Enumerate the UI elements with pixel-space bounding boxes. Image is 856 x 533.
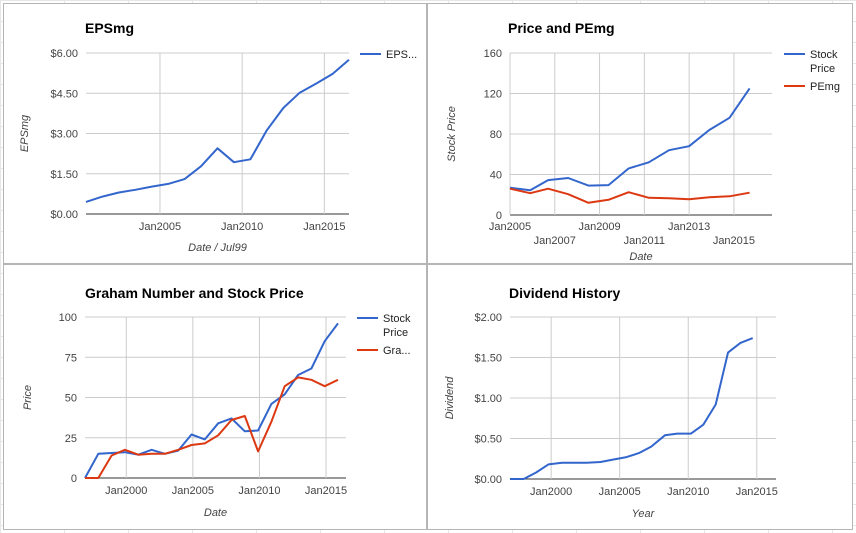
x-tick-label: Jan2015: [736, 486, 778, 498]
series-line-stock-price: [509, 87, 751, 192]
y-tick-label: $0.00: [474, 474, 502, 486]
y-tick-label: 80: [490, 129, 502, 141]
x-tick-label: Jan2011: [624, 235, 665, 247]
y-axis-title: Price: [22, 385, 34, 410]
y-tick-label: 50: [65, 393, 77, 405]
y-tick-label: 160: [484, 48, 502, 60]
series-line-stock-price: [84, 322, 339, 479]
x-tick-label: Jan2005: [172, 485, 214, 497]
chart-title: Price and PEmg: [508, 20, 615, 36]
y-tick-label: $0.00: [50, 209, 78, 221]
chart-title: Dividend History: [509, 285, 620, 301]
y-tick-label: 0: [71, 473, 77, 485]
x-tick-label: Jan2000: [530, 486, 572, 498]
y-tick-label: $2.00: [474, 312, 502, 324]
eps-chart-panel: $0.00 $1.50 $3.00 $4.50 $6.00 Jan2005 Jan2010 J…: [3, 3, 427, 264]
x-tick-label: Jan2010: [221, 221, 263, 233]
legend-label: EPS...: [386, 49, 417, 61]
x-axis-title: Date: [204, 507, 227, 519]
price-pe-chart-panel: 0 40 80 120 160 Jan2005 Jan2007 Jan2009 Jan2011 J…: [427, 3, 853, 264]
y-tick-label: $6.00: [50, 48, 78, 60]
y-tick-label: $0.50: [474, 434, 502, 446]
x-axis-title: Year: [632, 508, 656, 520]
x-tick-label: Jan2005: [139, 221, 181, 233]
y-axis-title: Stock Price: [446, 106, 458, 162]
x-tick-label: Jan2000: [105, 485, 147, 497]
y-tick-label: 100: [59, 312, 77, 324]
graham-chart-panel: 0 25 50 75 100 Jan2000 Jan2005 Jan2010 Jan2015 Gr…: [3, 264, 427, 530]
x-tick-label: Jan2005: [489, 221, 531, 233]
chart-title: EPSmg: [85, 20, 134, 36]
x-axis-title: Date / Jul99: [188, 242, 247, 254]
y-tick-label: $1.50: [50, 169, 78, 181]
y-axis-title: Dividend: [444, 376, 456, 420]
dividend-chart-panel: $0.00 $0.50 $1.00 $1.50 $2.00 Jan2000 Jan2005 J…: [427, 264, 853, 530]
legend-label: Gra...: [383, 345, 411, 357]
y-tick-label: 0: [496, 210, 502, 222]
chart-title: Graham Number and Stock Price: [85, 285, 304, 301]
x-tick-label: Jan2015: [713, 235, 755, 247]
x-tick-label: Jan2013: [668, 221, 710, 233]
y-tick-label: 75: [65, 352, 77, 364]
y-tick-label: $3.00: [50, 129, 78, 141]
dividend-chart: $0.00 $0.50 $1.00 $1.50 $2.00 Jan2000 Jan2005 J…: [444, 285, 778, 520]
price-pe-chart: 04080120160Jan2005Jan2007Jan2009Jan2011J…: [446, 20, 840, 263]
x-axis-title: Date: [629, 251, 652, 263]
y-tick-label: $4.50: [50, 88, 78, 100]
x-tick-label: Jan2010: [667, 486, 709, 498]
graham-price-chart: 0 25 50 75 100 Jan2000 Jan2005 Jan2010 Jan2015 Gr…: [22, 285, 411, 519]
series-line-pemg: [509, 187, 750, 204]
series-line-eps: [85, 58, 350, 203]
y-tick-label: 25: [65, 433, 77, 445]
legend-label: Stock Price: [383, 313, 411, 339]
x-tick-label: Jan2005: [599, 486, 641, 498]
y-tick-label: 120: [484, 89, 502, 101]
y-tick-label: $1.00: [474, 393, 502, 405]
x-tick-label: Jan2010: [238, 485, 280, 497]
y-tick-label: $1.50: [474, 353, 502, 365]
legend-label: PEmg: [810, 81, 840, 93]
eps-chart: $0.00 $1.50 $3.00 $4.50 $6.00 Jan2005 Jan2010 J…: [19, 20, 417, 254]
legend-label: Stock Price: [810, 49, 838, 75]
x-tick-label: Jan2015: [303, 221, 345, 233]
series-line-series-0: [510, 337, 754, 480]
x-tick-label: Jan2007: [534, 235, 576, 247]
series-line-gra: [85, 376, 339, 479]
y-tick-label: 40: [490, 170, 502, 182]
x-tick-label: Jan2015: [305, 485, 347, 497]
x-tick-label: Jan2009: [578, 221, 620, 233]
y-axis-title: EPSmg: [19, 114, 31, 152]
